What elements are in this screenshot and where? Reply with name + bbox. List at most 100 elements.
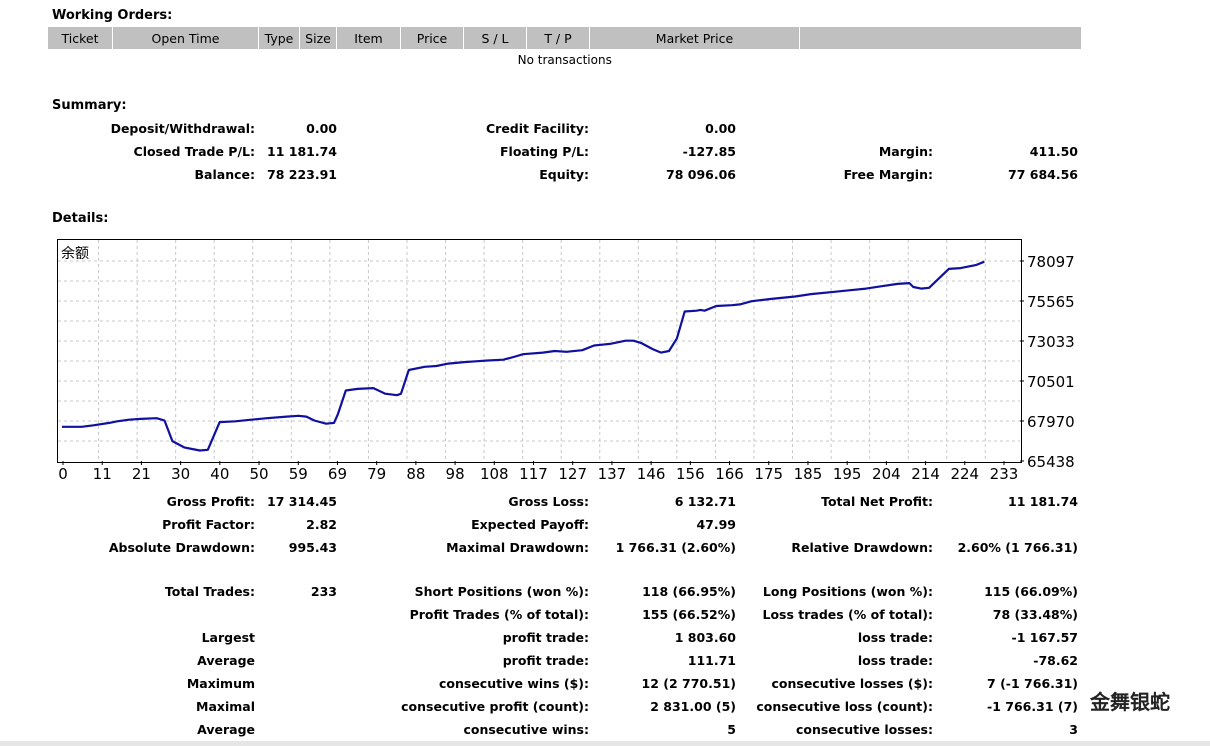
x-tick-label: 79 (367, 465, 386, 483)
max-cons-wins-value: 12 (2 770.51) (641, 676, 736, 691)
balance-value: 78 223.91 (267, 167, 337, 182)
max-drawdown-label: Maximal Drawdown: (446, 540, 589, 555)
largest-label: Largest (201, 630, 255, 645)
col-type[interactable]: Type (258, 27, 300, 49)
avg-cons-wins-label: consecutive wins: (463, 722, 589, 737)
max-drawdown-value: 1 766.31 (2.60%) (615, 540, 736, 555)
x-tick-label: 50 (249, 465, 268, 483)
profit-factor-label: Profit Factor: (162, 517, 255, 532)
deposit-value: 0.00 (306, 121, 337, 136)
x-tick-label: 21 (132, 465, 151, 483)
total-net-label: Total Net Profit: (821, 494, 933, 509)
maximal-cons-loss-label: consecutive loss (count): (756, 699, 933, 714)
avg-cons-wins-value: 5 (727, 722, 736, 737)
x-tick-label: 11 (93, 465, 112, 483)
summary-title: Summary: (52, 98, 127, 113)
rel-drawdown-label: Relative Drawdown: (791, 540, 933, 555)
watermark: 金舞银蛇 (1090, 690, 1170, 714)
total-trades-value: 233 (310, 584, 337, 599)
y-tick-label: 73033 (1027, 333, 1075, 351)
loss-trades-label: Loss trades (% of total): (762, 607, 933, 622)
x-tick-label: 137 (598, 465, 627, 483)
working-orders-title: Working Orders: (52, 8, 173, 23)
maximal-label: Maximal (196, 699, 255, 714)
col-size[interactable]: Size (299, 27, 337, 49)
equity-label: Equity: (539, 167, 589, 182)
max-cons-losses-value: 7 (-1 766.31) (987, 676, 1078, 691)
closed-pl-value: 11 181.74 (267, 144, 337, 159)
balance-label: Balance: (194, 167, 255, 182)
maximal-cons-loss-value: -1 766.31 (7) (987, 699, 1078, 714)
deposit-label: Deposit/Withdrawal: (110, 121, 255, 136)
x-tick-label: 214 (911, 465, 940, 483)
x-tick-label: 146 (637, 465, 666, 483)
y-tick-label: 75565 (1027, 293, 1075, 311)
gross-profit-label: Gross Profit: (166, 494, 255, 509)
long-positions-label: Long Positions (won %): (762, 584, 933, 599)
max-cons-wins-label: consecutive wins ($): (438, 676, 589, 691)
average-profit-label: profit trade: (502, 653, 589, 668)
floating-pl-label: Floating P/L: (500, 144, 589, 159)
abs-drawdown-value: 995.43 (288, 540, 337, 555)
largest-profit-label: profit trade: (502, 630, 589, 645)
y-tick-label: 70501 (1027, 373, 1075, 391)
x-tick-label: 204 (872, 465, 901, 483)
long-positions-value: 115 (66.09%) (984, 584, 1078, 599)
profit-trades-label: Profit Trades (% of total): (409, 607, 589, 622)
x-tick-label: 166 (715, 465, 744, 483)
equity-value: 78 096.06 (666, 167, 736, 182)
free-margin-label: Free Margin: (843, 167, 933, 182)
x-tick-label: 59 (289, 465, 308, 483)
col-ticket[interactable]: Ticket (48, 27, 113, 49)
orders-header-row: Ticket Open Time Type Size Item Price S … (48, 27, 1082, 49)
abs-drawdown-label: Absolute Drawdown: (108, 540, 255, 555)
credit-label: Credit Facility: (485, 121, 589, 136)
balance-chart: 78097 75565 73033 70501 67970 65438 0 11 21 30 40 5… (58, 240, 1075, 483)
col-item[interactable]: Item (336, 27, 401, 49)
x-tick-label: 185 (794, 465, 823, 483)
max-cons-losses-label: consecutive losses ($): (771, 676, 933, 691)
total-net-value: 11 181.74 (1008, 494, 1078, 509)
x-tick-label: 195 (833, 465, 862, 483)
x-tick-label: 30 (171, 465, 190, 483)
largest-loss-label: loss trade: (857, 630, 933, 645)
col-extra (799, 27, 1082, 49)
gross-loss-value: 6 132.71 (674, 494, 736, 509)
closed-pl-label: Closed Trade P/L: (133, 144, 255, 159)
x-tick-label: 224 (950, 465, 979, 483)
maximal-cons-profit-value: 2 831.00 (5) (650, 699, 736, 714)
col-sl[interactable]: S / L (463, 27, 527, 49)
x-tick-label: 69 (328, 465, 347, 483)
avg-cons-losses-label: consecutive losses: (795, 722, 933, 737)
col-tp[interactable]: T / P (526, 27, 590, 49)
profit-trades-value: 155 (66.52%) (642, 607, 736, 622)
short-positions-value: 118 (66.95%) (642, 584, 736, 599)
bottom-scroll-edge (0, 741, 1210, 746)
total-trades-label: Total Trades: (164, 584, 255, 599)
maximal-cons-profit-label: consecutive profit (count): (401, 699, 589, 714)
x-tick-label: 117 (519, 465, 548, 483)
x-tick-label: 88 (406, 465, 425, 483)
col-market-price[interactable]: Market Price (589, 27, 800, 49)
margin-label: Margin: (878, 144, 933, 159)
col-open-time[interactable]: Open Time (112, 27, 259, 49)
x-tick-label: 0 (58, 465, 68, 483)
average-loss-value: -78.62 (1033, 653, 1078, 668)
x-tick-label: 40 (210, 465, 229, 483)
col-price[interactable]: Price (400, 27, 464, 49)
credit-value: 0.00 (705, 121, 736, 136)
y-tick-label: 65438 (1027, 453, 1075, 471)
floating-pl-value: -127.85 (682, 144, 736, 159)
balance-line (62, 260, 985, 452)
gross-profit-value: 17 314.45 (267, 494, 337, 509)
x-tick-label: 98 (446, 465, 465, 483)
details-title: Details: (52, 211, 109, 226)
loss-trades-value: 78 (33.48%) (992, 607, 1078, 622)
average-cons-label: Average (197, 722, 255, 737)
x-tick-label: 175 (754, 465, 783, 483)
y-tick-label: 67970 (1027, 413, 1075, 431)
margin-value: 411.50 (1029, 144, 1078, 159)
largest-profit-value: 1 803.60 (674, 630, 736, 645)
profit-factor-value: 2.82 (306, 517, 337, 532)
avg-cons-losses-value: 3 (1069, 722, 1078, 737)
